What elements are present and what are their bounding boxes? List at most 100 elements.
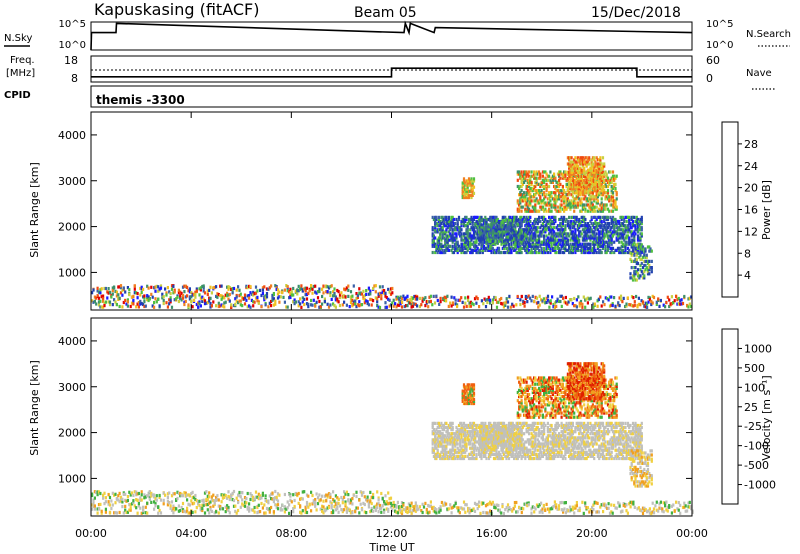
data-cell: [590, 168, 593, 172]
data-cell: [436, 222, 439, 226]
data-cell: [228, 497, 231, 502]
data-cell: [441, 219, 444, 224]
data-cell: [571, 160, 574, 164]
data-cell: [633, 276, 636, 280]
data-cell: [536, 234, 539, 238]
data-cell: [489, 219, 492, 223]
data-cell: [351, 298, 354, 302]
data-cell: [630, 243, 633, 247]
data-cell: [525, 246, 528, 250]
data-cell: [498, 298, 501, 302]
data-cell: [470, 248, 473, 252]
data-cell: [616, 234, 620, 238]
data-cell: [546, 222, 549, 226]
data-cell: [471, 301, 474, 305]
data-cell: [278, 290, 281, 294]
data-cell: [205, 497, 208, 501]
data-cell: [122, 286, 125, 290]
data-cell: [234, 509, 237, 513]
data-cell: [569, 248, 572, 252]
data-cell: [571, 222, 574, 226]
data-cell: [584, 174, 587, 178]
data-cell: [457, 506, 460, 510]
ytick-label: 3000: [58, 381, 86, 394]
data-cell: [456, 240, 459, 244]
data-cell: [574, 191, 577, 195]
data-cell: [470, 242, 473, 246]
data-cell: [490, 232, 493, 236]
data-cell: [467, 179, 471, 183]
data-cell: [191, 502, 194, 506]
data-cell: [389, 292, 393, 296]
data-cell: [283, 505, 286, 509]
data-cell: [305, 500, 309, 505]
data-cell: [250, 292, 253, 296]
data-cell: [115, 294, 118, 298]
data-cell: [524, 224, 527, 228]
data-cell: [646, 305, 649, 309]
data-cell: [594, 181, 597, 185]
data-cell: [337, 290, 340, 294]
data-cell: [576, 180, 579, 184]
data-cell: [213, 499, 216, 503]
data-cell: [452, 217, 456, 222]
data-cell: [554, 242, 557, 246]
data-cell: [490, 502, 493, 506]
data-cell: [568, 162, 571, 166]
data-cell: [459, 230, 462, 234]
data-cell: [314, 504, 317, 508]
data-cell: [556, 197, 559, 201]
data-cell: [640, 226, 643, 230]
data-cell: [646, 270, 650, 274]
data-cell: [128, 503, 131, 507]
data-cell: [558, 178, 561, 182]
data-cell: [652, 295, 656, 300]
data-cell: [574, 185, 577, 189]
data-cell: [650, 270, 653, 274]
data-cell: [625, 226, 628, 230]
data-cell: [223, 495, 226, 499]
data-cell: [524, 240, 527, 244]
data-cell: [581, 181, 584, 185]
data-cell: [480, 239, 483, 243]
data-cell: [589, 172, 592, 176]
data-cell: [516, 178, 519, 182]
data-cell: [470, 177, 473, 181]
data-cell: [566, 219, 569, 224]
data-cell: [528, 209, 531, 213]
data-cell: [513, 246, 516, 250]
data-cell: [603, 172, 606, 176]
data-cell: [507, 227, 511, 231]
data-cell: [180, 493, 183, 498]
data-cell: [102, 297, 105, 301]
data-cell: [341, 498, 344, 502]
data-cell: [434, 244, 437, 248]
data-cell: [434, 236, 437, 240]
data-cell: [633, 245, 636, 249]
data-cell: [623, 219, 626, 224]
data-cell: [110, 295, 113, 299]
data-cell: [461, 181, 464, 185]
data-cell: [555, 184, 558, 189]
data-cell: [147, 491, 150, 495]
data-cell: [520, 184, 523, 189]
data-cell: [261, 506, 264, 510]
data-cell: [292, 510, 295, 514]
data-cell: [550, 230, 553, 234]
data-cell: [168, 290, 171, 294]
data-cell: [472, 244, 476, 248]
data-cell: [437, 224, 440, 228]
data-cell: [243, 302, 247, 306]
data-cell: [555, 199, 558, 203]
data-cell: [543, 197, 546, 201]
data-cell: [571, 230, 574, 234]
data-cell: [461, 195, 464, 200]
data-cell: [487, 246, 491, 250]
data-cell: [573, 172, 576, 176]
data-cell: [387, 287, 390, 291]
data-cell: [593, 209, 596, 213]
data-cell: [210, 498, 213, 502]
data-cell: [584, 176, 587, 180]
data-cell: [470, 217, 473, 222]
data-cell: [617, 301, 620, 305]
